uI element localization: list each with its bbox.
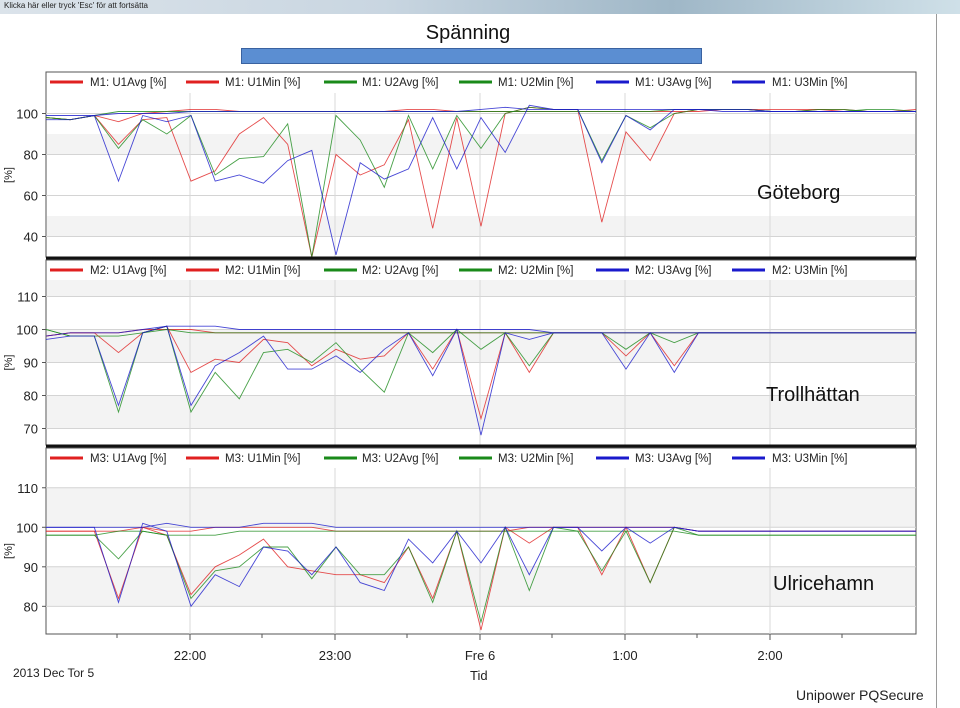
legend-entry: M2: U1Avg [%] bbox=[90, 265, 167, 277]
x-axis-label: Tid bbox=[470, 668, 488, 683]
x-tick-label: 1:00 bbox=[612, 648, 637, 663]
window-titlebar[interactable]: Klicka här eller tryck 'Esc' för att for… bbox=[0, 0, 960, 14]
titlebar-text: Klicka här eller tryck 'Esc' för att for… bbox=[4, 1, 148, 10]
x-tick-label: 23:00 bbox=[319, 648, 352, 663]
x-tick-label: 2:00 bbox=[757, 648, 782, 663]
legend-entry: M2: U3Avg [%] bbox=[635, 265, 712, 277]
y-tick-label: 60 bbox=[24, 189, 38, 204]
legend-entry: M3: U2Avg [%] bbox=[362, 453, 439, 465]
progress-bar bbox=[241, 48, 702, 64]
legend-entry: M2: U3Min [%] bbox=[772, 265, 847, 277]
y-tick-label: 100 bbox=[16, 520, 38, 535]
y-tick-label: 80 bbox=[24, 148, 38, 163]
legend-entry: M1: U2Avg [%] bbox=[362, 77, 439, 89]
legend-entry: M2: U2Avg [%] bbox=[362, 265, 439, 277]
legend-entry: M3: U3Avg [%] bbox=[635, 453, 712, 465]
y-axis-label: [%] bbox=[3, 355, 15, 371]
series-line bbox=[46, 104, 916, 256]
y-tick-label: 100 bbox=[16, 107, 38, 122]
legend-entry: M2: U1Min [%] bbox=[225, 265, 300, 277]
y-tick-label: 70 bbox=[24, 422, 38, 437]
legend-entry: M2: U2Min [%] bbox=[498, 265, 573, 277]
legend-entry: M3: U1Min [%] bbox=[225, 453, 300, 465]
chart-title: Spänning bbox=[425, 22, 511, 44]
legend-entry: M3: U2Min [%] bbox=[498, 453, 573, 465]
legend-entry: M1: U1Min [%] bbox=[225, 77, 300, 89]
y-axis-label: [%] bbox=[3, 167, 15, 183]
y-tick-label: 40 bbox=[24, 230, 38, 245]
y-tick-label: 90 bbox=[24, 356, 38, 371]
series-line bbox=[45, 325, 916, 436]
x-tick-label: 22:00 bbox=[174, 648, 207, 663]
x-tick-label: Fre 6 bbox=[465, 648, 495, 663]
legend-entry: M1: U2Min [%] bbox=[498, 77, 573, 89]
grid-band bbox=[47, 487, 915, 528]
y-tick-label: 80 bbox=[24, 389, 38, 404]
legend-entry: M1: U1Avg [%] bbox=[90, 77, 167, 89]
y-tick-label: 90 bbox=[24, 560, 38, 575]
y-tick-label: 80 bbox=[24, 599, 38, 614]
footer-brand: Unipower PQSecure bbox=[796, 687, 924, 703]
date-label: 2013 Dec Tor 5 bbox=[13, 666, 95, 680]
y-tick-label: 110 bbox=[17, 290, 38, 305]
panel-annotation: Trollhättan bbox=[766, 384, 860, 406]
y-axis-label: [%] bbox=[3, 543, 15, 559]
grid-band bbox=[47, 134, 915, 155]
series-line bbox=[46, 525, 916, 624]
legend-entry: M3: U3Min [%] bbox=[772, 453, 847, 465]
series-line bbox=[46, 522, 916, 608]
y-tick-label: 100 bbox=[16, 323, 38, 338]
y-tick-label: 110 bbox=[17, 481, 38, 496]
legend-entry: M1: U3Min [%] bbox=[772, 77, 847, 89]
legend-entry: M3: U1Avg [%] bbox=[90, 453, 167, 465]
grid-band bbox=[47, 280, 915, 297]
panel-annotation: Ulricehamn bbox=[773, 573, 874, 595]
legend-entry: M1: U3Avg [%] bbox=[635, 77, 712, 89]
panel-annotation: Göteborg bbox=[757, 182, 840, 204]
